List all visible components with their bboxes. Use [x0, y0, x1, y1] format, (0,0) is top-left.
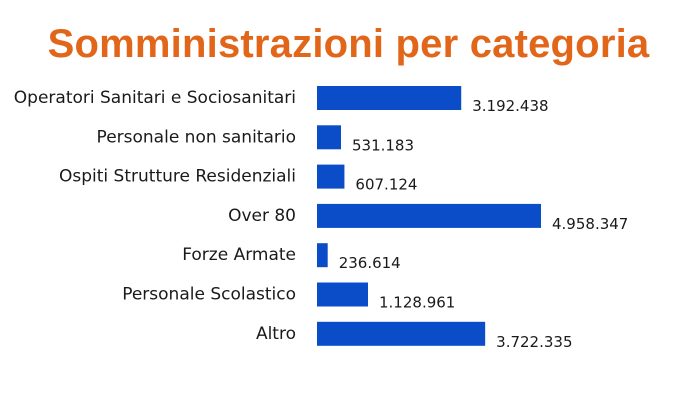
chart-title: Somministrazioni per categoria [47, 22, 650, 66]
value-label: 236.614 [339, 254, 401, 272]
category-label: Personale non sanitario [97, 127, 296, 147]
bar [317, 243, 328, 268]
category-label: Altro [256, 324, 296, 344]
category-label: Over 80 [228, 206, 296, 226]
category-label: Ospiti Strutture Residenziali [59, 167, 296, 187]
bars [317, 86, 541, 346]
bar [317, 282, 369, 307]
bar [317, 86, 462, 110]
value-label: 607.124 [355, 176, 417, 194]
bar [317, 164, 345, 189]
value-label: 3.192.438 [472, 97, 548, 115]
category-label: Forze Armate [182, 245, 296, 265]
bar [317, 125, 341, 150]
category-label: Operatori Sanitari e Sociosanitari [14, 88, 296, 108]
bar [317, 203, 541, 228]
value-labels: 3.192.438 531.183 607.124 4.958.347 236.614 1… [339, 97, 629, 351]
value-label: 4.958.347 [552, 215, 628, 233]
bar [317, 321, 486, 346]
value-label: 531.183 [352, 136, 414, 154]
category-labels: Operatori Sanitari e Sociosanitari Person… [14, 88, 296, 344]
value-label: 3.722.335 [496, 333, 572, 351]
value-label: 1.128.961 [379, 294, 455, 312]
category-label: Personale Scolastico [122, 285, 296, 305]
